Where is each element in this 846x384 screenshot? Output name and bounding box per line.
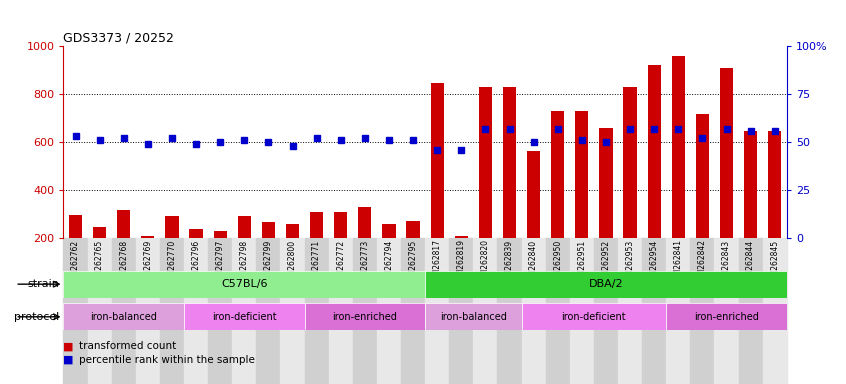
Bar: [503, 88, 516, 286]
Text: ■: ■: [63, 355, 74, 365]
Bar: [425, 238, 449, 384]
Text: protocol: protocol: [14, 312, 59, 322]
Bar: [714, 238, 739, 384]
Bar: [521, 303, 667, 330]
Bar: [310, 212, 323, 286]
Bar: [261, 222, 275, 286]
Bar: [666, 238, 690, 384]
Bar: [165, 217, 179, 286]
Bar: [527, 151, 541, 286]
Bar: [479, 88, 492, 286]
Bar: [449, 238, 473, 384]
Text: transformed count: transformed count: [79, 341, 176, 351]
Text: ■: ■: [63, 341, 74, 351]
Bar: [762, 238, 787, 384]
Bar: [426, 303, 522, 330]
Text: iron-balanced: iron-balanced: [440, 312, 507, 322]
Bar: [213, 231, 227, 286]
Bar: [190, 229, 203, 286]
Bar: [551, 111, 564, 286]
Bar: [406, 221, 420, 286]
Bar: [286, 224, 299, 286]
Bar: [570, 238, 594, 384]
Bar: [232, 238, 256, 384]
Text: C57BL/6: C57BL/6: [221, 279, 267, 289]
Bar: [135, 238, 160, 384]
Bar: [454, 236, 468, 286]
Text: iron-enriched: iron-enriched: [332, 312, 398, 322]
Bar: [575, 111, 589, 286]
Bar: [93, 227, 107, 286]
Bar: [184, 238, 208, 384]
Bar: [497, 238, 521, 384]
Bar: [69, 215, 82, 286]
Bar: [141, 236, 155, 286]
Bar: [256, 238, 280, 384]
Text: iron-balanced: iron-balanced: [91, 312, 157, 322]
Bar: [117, 210, 130, 286]
Text: iron-deficient: iron-deficient: [212, 312, 277, 322]
Bar: [546, 238, 570, 384]
Bar: [280, 238, 305, 384]
Text: GDS3373 / 20252: GDS3373 / 20252: [63, 32, 174, 45]
Bar: [208, 238, 232, 384]
Bar: [667, 303, 787, 330]
Bar: [744, 131, 757, 286]
Bar: [358, 207, 371, 286]
Bar: [647, 65, 661, 286]
Bar: [63, 303, 184, 330]
Bar: [112, 238, 135, 384]
Bar: [382, 223, 396, 286]
Text: DBA/2: DBA/2: [589, 279, 624, 289]
Bar: [594, 238, 618, 384]
Bar: [328, 238, 353, 384]
Bar: [739, 238, 762, 384]
Bar: [695, 114, 709, 286]
Bar: [63, 238, 87, 384]
Bar: [624, 88, 637, 286]
Bar: [334, 212, 348, 286]
Bar: [720, 68, 733, 286]
Bar: [184, 303, 305, 330]
Bar: [426, 271, 787, 298]
Bar: [238, 217, 251, 286]
Text: percentile rank within the sample: percentile rank within the sample: [79, 355, 255, 365]
Bar: [63, 271, 425, 298]
Bar: [768, 131, 782, 286]
Text: iron-enriched: iron-enriched: [694, 312, 759, 322]
Bar: [473, 238, 497, 384]
Bar: [521, 238, 546, 384]
Bar: [87, 238, 112, 384]
Bar: [618, 238, 642, 384]
Bar: [305, 238, 328, 384]
Bar: [690, 238, 714, 384]
Text: strain: strain: [27, 279, 59, 289]
Bar: [160, 238, 184, 384]
Bar: [642, 238, 666, 384]
Bar: [376, 238, 401, 384]
Bar: [353, 238, 376, 384]
Bar: [672, 56, 685, 286]
Bar: [305, 303, 425, 330]
Bar: [431, 83, 444, 286]
Bar: [401, 238, 425, 384]
Text: iron-deficient: iron-deficient: [562, 312, 626, 322]
Bar: [599, 127, 613, 286]
